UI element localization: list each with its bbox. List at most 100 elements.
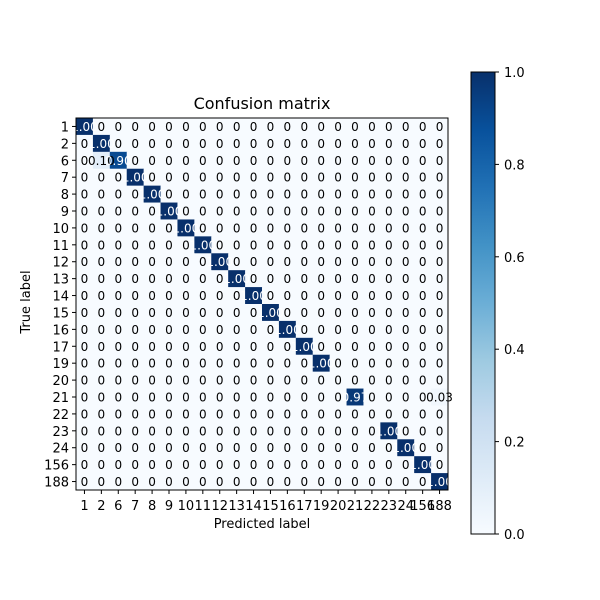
matrix-cell <box>92 134 111 153</box>
matrix-cell <box>262 168 280 187</box>
cell-value-label: 0 <box>436 458 444 472</box>
matrix-cell <box>109 422 128 440</box>
cell-value-label: 0 <box>233 221 241 235</box>
matrix-cell <box>160 439 178 457</box>
matrix-cell <box>92 219 111 237</box>
cell-value-label: 0 <box>165 424 173 438</box>
matrix-cell <box>431 473 449 491</box>
matrix-cell <box>262 253 280 271</box>
cell-value-label: 0 <box>131 374 139 388</box>
matrix-cell <box>431 405 449 423</box>
matrix-cell <box>92 422 111 440</box>
cell-value-label: 0 <box>436 289 444 303</box>
cell-value-label: 0 <box>233 137 241 151</box>
cell-value-label: 0 <box>334 306 342 320</box>
cell-value-label: 0 <box>385 475 393 489</box>
matrix-cell <box>160 304 178 322</box>
matrix-cell <box>194 168 212 187</box>
matrix-cell <box>194 236 212 254</box>
cell-value-label: 0 <box>216 171 224 185</box>
matrix-cell <box>363 118 381 136</box>
cell-value-label: 0 <box>250 391 258 405</box>
matrix-cell <box>380 405 398 423</box>
cell-value-label: 0 <box>419 424 427 438</box>
cell-value-label: 0 <box>267 205 275 219</box>
matrix-cell <box>312 456 331 474</box>
matrix-cell <box>363 422 381 440</box>
cell-value-label: 0 <box>436 221 444 235</box>
cell-value-label: 0 <box>402 475 410 489</box>
matrix-cell <box>431 185 449 203</box>
cell-value-label: 0 <box>368 424 376 438</box>
cell-value-label: 0 <box>199 323 207 337</box>
cell-value-label: 0 <box>233 458 241 472</box>
matrix-cell <box>295 219 314 237</box>
matrix-cell <box>92 371 111 389</box>
matrix-cell <box>414 354 432 373</box>
cell-value-label: 0 <box>216 441 224 455</box>
matrix-cell <box>245 185 263 203</box>
cell-value-label: 0 <box>148 407 156 421</box>
cell-value-label: 0 <box>419 120 427 134</box>
matrix-cell <box>76 422 94 440</box>
cell-value-label: 0 <box>368 120 376 134</box>
matrix-cell <box>363 456 381 474</box>
matrix-cell <box>211 270 229 288</box>
cell-value-label: 0 <box>351 340 359 354</box>
cell-value-label: 0 <box>368 154 376 168</box>
matrix-cell <box>228 202 246 220</box>
matrix-cell <box>312 151 331 170</box>
cell-value-label: 0 <box>267 323 275 337</box>
cell-value-label: 0 <box>131 272 139 286</box>
x-tick-label: 23 <box>381 499 398 514</box>
cell-value-label: 0 <box>368 357 376 371</box>
matrix-cell <box>278 236 297 254</box>
matrix-cell <box>363 287 381 305</box>
matrix-cell <box>109 168 128 187</box>
cell-value-label: 0 <box>131 306 139 320</box>
cell-value-label: 1.00 <box>156 205 183 219</box>
matrix-cell <box>177 185 195 203</box>
matrix-cell <box>312 354 331 373</box>
matrix-cell <box>194 320 212 339</box>
matrix-cell <box>143 270 161 288</box>
matrix-cell <box>346 388 364 406</box>
cell-value-label: 0 <box>402 255 410 269</box>
matrix-cell <box>143 134 161 153</box>
matrix-cell <box>126 405 145 423</box>
cell-value-label: 0 <box>317 306 325 320</box>
x-tick-label: 21 <box>347 499 364 514</box>
cell-value-label: 0 <box>216 391 224 405</box>
matrix-cell <box>76 405 94 423</box>
cell-value-label: 0 <box>81 357 89 371</box>
matrix-cell <box>177 473 195 491</box>
matrix-cell <box>245 354 263 373</box>
matrix-cell <box>160 354 178 373</box>
cell-value-label: 0 <box>436 340 444 354</box>
cell-value-label: 0 <box>148 238 156 252</box>
matrix-cell <box>278 134 297 153</box>
matrix-cell <box>329 185 347 203</box>
cell-value-label: 1.00 <box>139 188 166 202</box>
cell-value-label: 0 <box>300 238 308 252</box>
matrix-cell <box>431 439 449 457</box>
cell-value-label: 0 <box>250 357 258 371</box>
matrix-cell <box>194 439 212 457</box>
matrix-cell <box>194 151 212 170</box>
matrix-cell <box>228 236 246 254</box>
matrix-cell <box>228 185 246 203</box>
cell-value-label: 0 <box>284 340 292 354</box>
matrix-cell <box>346 405 364 423</box>
cell-value-label: 0 <box>250 475 258 489</box>
matrix-cell <box>295 388 314 406</box>
cell-value-label: 0 <box>300 137 308 151</box>
matrix-cell <box>177 304 195 322</box>
cell-value-label: 0 <box>81 458 89 472</box>
cell-value-label: 0 <box>98 306 106 320</box>
cell-value-label: 0 <box>98 391 106 405</box>
cell-value-label: 0 <box>419 289 427 303</box>
matrix-cell <box>312 320 331 339</box>
cell-value-label: 0 <box>368 407 376 421</box>
matrix-cell <box>245 456 263 474</box>
cell-value-label: 0 <box>114 424 122 438</box>
